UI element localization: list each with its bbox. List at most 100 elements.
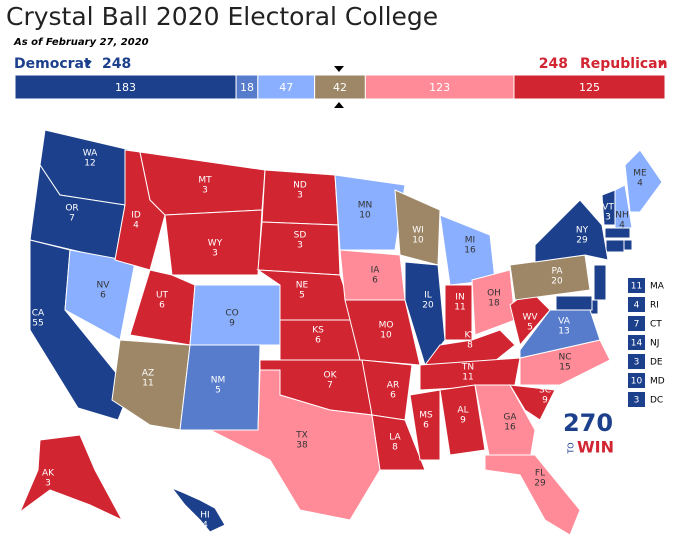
state-votes: 9 xyxy=(229,319,235,329)
state-votes: 6 xyxy=(372,276,378,286)
small-state-box xyxy=(628,278,645,293)
state-abbr: OR xyxy=(65,204,78,214)
state-votes: 38 xyxy=(296,441,308,451)
state-abbr: NH xyxy=(615,211,629,221)
small-state-shape xyxy=(605,239,625,253)
state xyxy=(111,339,191,431)
state-abbr: ID xyxy=(131,211,141,221)
republican-label[interactable]: Republican xyxy=(580,56,668,72)
state-abbr: IA xyxy=(371,266,381,276)
state-votes: 11 xyxy=(454,303,465,313)
state-abbr: IL xyxy=(424,291,432,301)
state-abbr: VA xyxy=(558,317,571,327)
state-votes: 6 xyxy=(315,336,321,346)
state-abbr: TN xyxy=(461,363,474,373)
state-abbr: SC xyxy=(539,386,551,396)
small-state-abbr: RI xyxy=(650,301,659,311)
segment-label: 123 xyxy=(429,81,450,94)
bar-segment xyxy=(314,74,366,100)
state-abbr: WV xyxy=(522,313,538,323)
state-abbr: WY xyxy=(208,239,223,249)
state xyxy=(334,174,406,251)
small-state-votes: 10 xyxy=(631,377,643,387)
state-votes: 15 xyxy=(559,363,570,373)
small-state-votes: 14 xyxy=(631,339,643,349)
small-states-legend: 11 MA 4 RI 7 CT 14 NJ 3 DE 10 MD 3 DC xyxy=(628,278,665,407)
state-abbr: PA xyxy=(551,267,563,277)
us-map: WA12OR7CA55NV6ID4MT3WY3UT6AZ11CO9NM5ND3S… xyxy=(18,129,663,536)
state-votes: 20 xyxy=(422,301,434,311)
state-votes: 29 xyxy=(534,479,546,489)
state-votes: 9 xyxy=(542,396,548,406)
small-state-shape xyxy=(555,295,593,311)
state-votes: 3 xyxy=(45,479,51,489)
state-votes: 10 xyxy=(412,236,424,246)
state-abbr: SD xyxy=(294,231,307,241)
state-votes: 18 xyxy=(488,299,500,309)
state-abbr: KY xyxy=(464,331,476,341)
state-abbr: FL xyxy=(535,469,545,479)
republican-total: 248 xyxy=(539,56,568,72)
democrat-label[interactable]: Democrat xyxy=(14,56,91,72)
state-abbr: AZ xyxy=(142,369,154,379)
small-state-shape xyxy=(623,239,633,251)
state-votes: 5 xyxy=(299,291,305,301)
state-votes: 6 xyxy=(423,421,429,431)
state-votes: 3 xyxy=(297,191,303,201)
state xyxy=(509,384,556,421)
small-state-votes: 3 xyxy=(634,396,640,406)
state xyxy=(18,434,124,522)
small-state-box xyxy=(628,373,645,388)
state-abbr: HI xyxy=(200,511,209,521)
state-abbr: KS xyxy=(312,326,324,336)
state-votes: 9 xyxy=(460,416,466,426)
state-votes: 4 xyxy=(619,221,625,231)
state-votes: 8 xyxy=(392,443,398,453)
state xyxy=(474,384,536,461)
state-abbr: MI xyxy=(465,236,475,246)
state xyxy=(484,454,581,536)
state-votes: 55 xyxy=(32,319,43,329)
dropdown-arrow[interactable] xyxy=(658,61,666,66)
state-votes: 11 xyxy=(462,373,473,383)
state-votes: 16 xyxy=(464,246,476,256)
state-votes: 6 xyxy=(100,291,106,301)
state xyxy=(509,254,591,301)
state-votes: 6 xyxy=(159,301,165,311)
state-abbr: ND xyxy=(293,181,307,191)
state-votes: 7 xyxy=(69,214,75,224)
segment-label: 183 xyxy=(115,81,136,94)
state xyxy=(419,357,521,391)
state-abbr: NE xyxy=(296,281,309,291)
state-abbr: MO xyxy=(379,321,394,331)
state-votes: 29 xyxy=(576,236,588,246)
segment-label: 125 xyxy=(579,81,600,94)
state-votes: 10 xyxy=(359,211,371,221)
small-state-abbr: DC xyxy=(650,396,663,406)
small-state-shape xyxy=(593,264,607,301)
state-votes: 4 xyxy=(133,221,139,231)
small-state-shape xyxy=(604,227,631,239)
state xyxy=(170,486,226,533)
state-abbr: LA xyxy=(389,433,401,443)
state-votes: 3 xyxy=(297,241,303,251)
state-abbr: AK xyxy=(42,469,55,479)
state-abbr: TX xyxy=(295,431,308,441)
state xyxy=(439,384,486,456)
dropdown-arrow[interactable] xyxy=(84,61,92,66)
small-state-box xyxy=(628,392,645,407)
state-votes: 3 xyxy=(605,213,611,223)
small-state-box xyxy=(628,316,645,331)
state-votes: 12 xyxy=(84,159,95,169)
segment-label: 47 xyxy=(279,81,293,94)
small-state-votes: 11 xyxy=(631,282,642,292)
state-votes: 4 xyxy=(202,521,208,531)
small-state-box xyxy=(628,354,645,369)
state-abbr: CA xyxy=(32,309,45,319)
small-state-votes: 3 xyxy=(634,358,640,368)
state-abbr: WA xyxy=(83,149,98,159)
logo-win: WIN xyxy=(577,438,614,457)
state-abbr: CO xyxy=(225,309,238,319)
small-state-abbr: MD xyxy=(650,377,665,387)
